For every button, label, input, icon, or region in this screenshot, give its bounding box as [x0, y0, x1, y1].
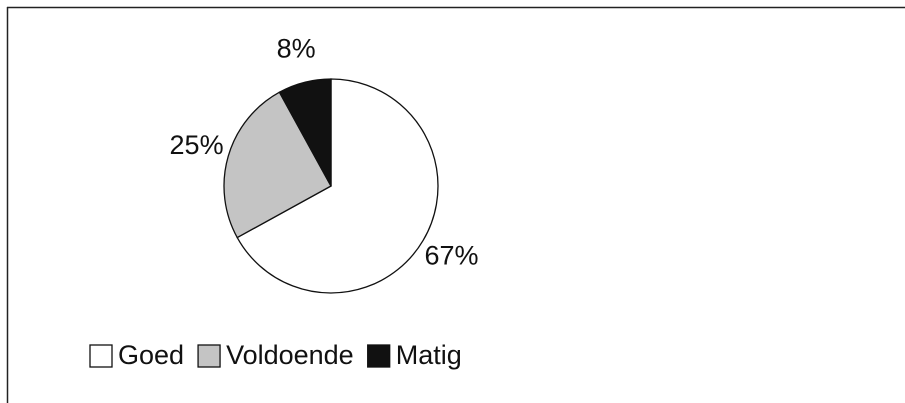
- pie-slice: [278, 78, 332, 187]
- legend-label: Matig: [396, 340, 462, 370]
- legend-swatch: [197, 344, 221, 368]
- data-label: 67%: [424, 240, 478, 270]
- legend-swatch: [89, 344, 113, 368]
- legend-label: Goed: [118, 340, 184, 370]
- pie-slice: [236, 78, 439, 294]
- data-label: 8%: [277, 34, 316, 64]
- legend-swatch: [367, 344, 391, 368]
- legend-label: Voldoende: [226, 340, 354, 370]
- pie-slice: [223, 91, 332, 239]
- data-label: 25%: [170, 130, 224, 160]
